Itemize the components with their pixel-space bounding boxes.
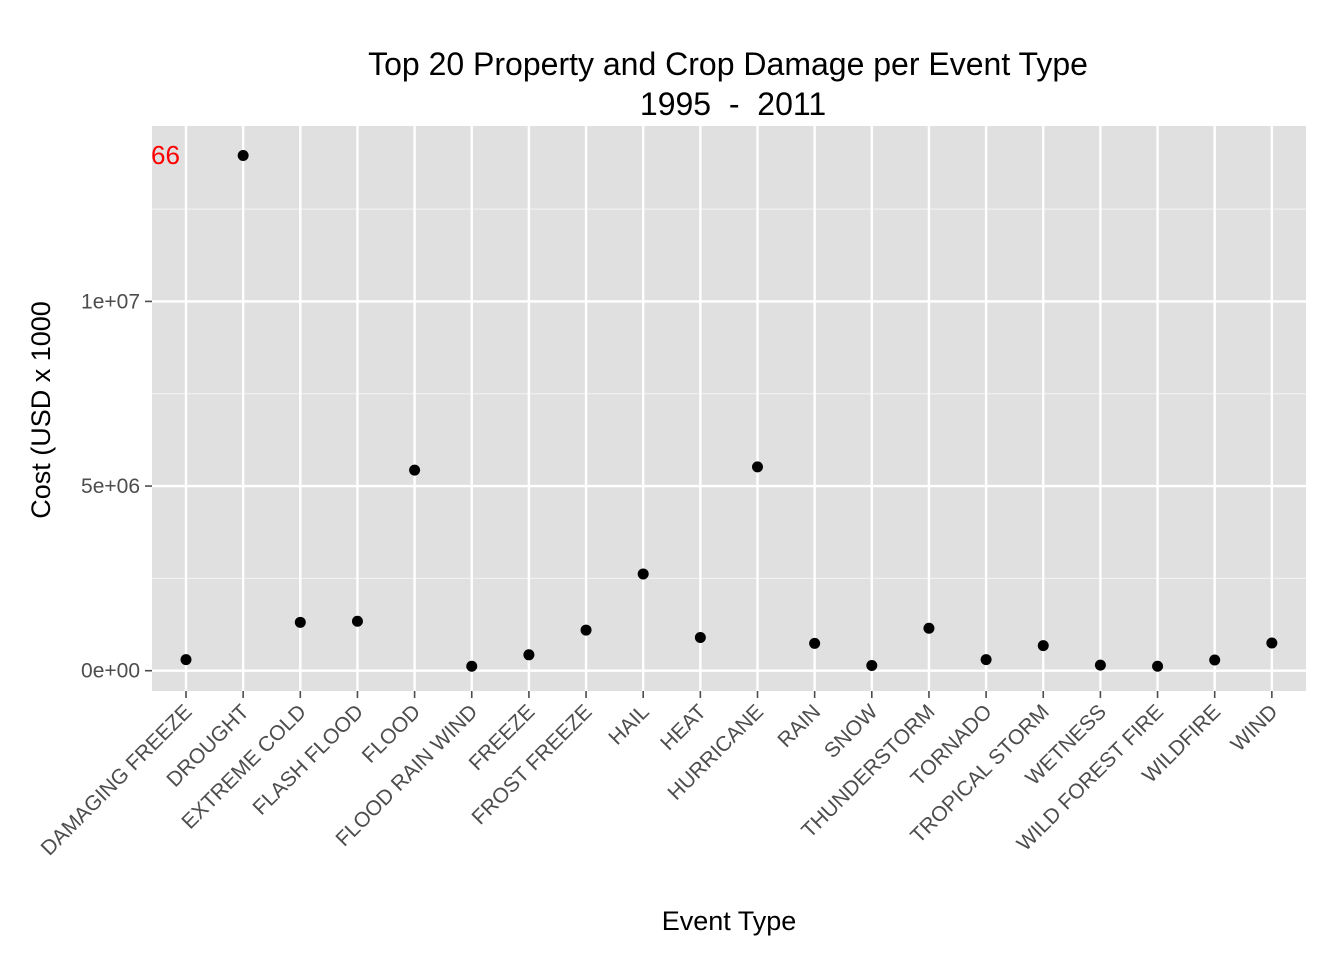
major-gridlines bbox=[152, 126, 1306, 691]
data-point bbox=[294, 616, 306, 628]
data-point bbox=[1152, 660, 1164, 672]
data-point bbox=[694, 631, 706, 643]
data-point bbox=[752, 461, 763, 473]
y-tick-label: 5e+06 bbox=[81, 475, 140, 498]
data-point bbox=[980, 654, 992, 666]
y-tick-label: 0e+00 bbox=[81, 660, 140, 683]
data-point bbox=[523, 649, 535, 661]
y-axis-title: Cost (USD x 1000 bbox=[26, 301, 56, 519]
annotation-label: 66 bbox=[151, 140, 180, 170]
minor-gridlines bbox=[152, 208, 1306, 579]
data-point bbox=[580, 624, 592, 636]
data-point bbox=[1266, 637, 1278, 649]
x-tick-label: HAIL bbox=[604, 700, 653, 749]
data-point bbox=[637, 568, 649, 580]
data-point bbox=[351, 615, 363, 627]
data-point bbox=[1037, 640, 1049, 652]
data-point bbox=[866, 660, 878, 672]
chart-subtitle: 1995 - 2011 bbox=[640, 86, 826, 122]
data-point bbox=[237, 150, 249, 162]
x-tick-label: HEAT bbox=[656, 700, 711, 755]
plot-panel bbox=[152, 126, 1306, 691]
data-point bbox=[1094, 659, 1106, 671]
x-tick-label: RAIN bbox=[773, 700, 825, 752]
x-axis-title: Event Type bbox=[662, 906, 797, 936]
data-point bbox=[1209, 654, 1221, 666]
data-point bbox=[180, 654, 192, 666]
data-points bbox=[180, 150, 1278, 672]
x-tick-label: WIND bbox=[1227, 700, 1283, 756]
y-tick-label: 1e+07 bbox=[81, 290, 140, 313]
data-point bbox=[409, 464, 421, 476]
data-point bbox=[466, 660, 478, 672]
chart-title: Top 20 Property and Crop Damage per Even… bbox=[368, 46, 1088, 82]
y-axis: 0e+00 5e+06 1e+07 bbox=[81, 290, 152, 683]
data-point bbox=[923, 622, 935, 634]
data-point bbox=[809, 637, 821, 649]
